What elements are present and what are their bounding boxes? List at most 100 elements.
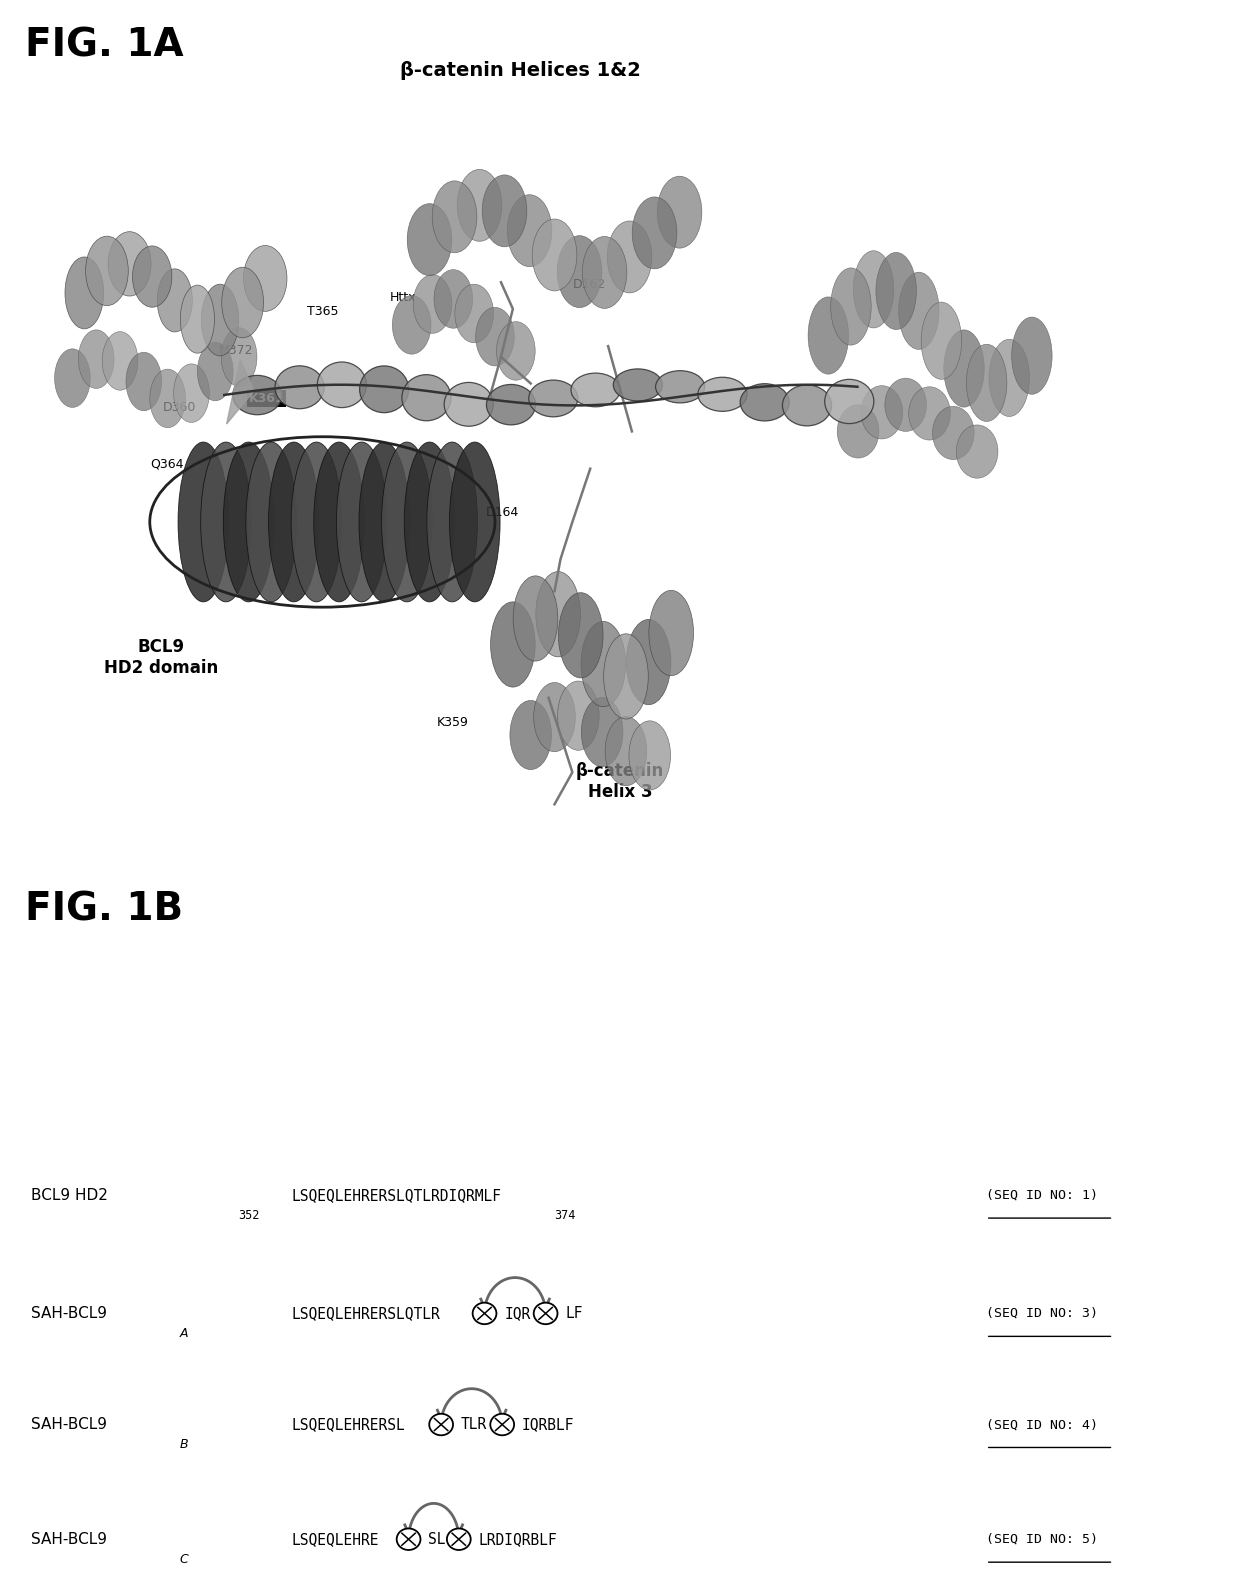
Ellipse shape: [317, 362, 367, 408]
Text: (SEQ ID NO: 5): (SEQ ID NO: 5): [986, 1532, 1097, 1545]
Ellipse shape: [360, 441, 409, 602]
Text: (SEQ ID NO: 3): (SEQ ID NO: 3): [986, 1306, 1097, 1321]
Text: D162: D162: [573, 279, 605, 292]
Ellipse shape: [853, 250, 894, 328]
Ellipse shape: [875, 252, 916, 330]
Ellipse shape: [533, 682, 575, 752]
Text: LSQEQLEHRE: LSQEQLEHRE: [291, 1532, 379, 1547]
Ellipse shape: [956, 425, 998, 478]
Ellipse shape: [446, 1529, 471, 1550]
Text: FIG. 1A: FIG. 1A: [25, 25, 184, 64]
Ellipse shape: [174, 363, 210, 422]
Ellipse shape: [899, 272, 939, 349]
Ellipse shape: [434, 269, 472, 328]
Ellipse shape: [990, 339, 1029, 416]
Text: D360: D360: [164, 401, 196, 414]
Ellipse shape: [221, 328, 257, 387]
Text: A: A: [180, 1327, 188, 1340]
Ellipse shape: [605, 717, 647, 785]
Ellipse shape: [472, 1303, 496, 1324]
Ellipse shape: [413, 274, 451, 333]
Ellipse shape: [966, 344, 1007, 422]
Ellipse shape: [528, 381, 578, 417]
Text: β-catenin Helices 1&2: β-catenin Helices 1&2: [401, 61, 641, 80]
Text: BCL9 HD2: BCL9 HD2: [31, 1188, 108, 1203]
Ellipse shape: [782, 386, 832, 425]
Ellipse shape: [491, 602, 536, 687]
Ellipse shape: [649, 591, 693, 675]
Text: 374: 374: [554, 1209, 575, 1222]
Ellipse shape: [1012, 317, 1052, 393]
Ellipse shape: [909, 387, 950, 440]
Text: Httx: Httx: [389, 292, 417, 304]
Ellipse shape: [533, 1303, 558, 1324]
Ellipse shape: [629, 720, 671, 790]
Ellipse shape: [632, 198, 677, 269]
Ellipse shape: [201, 284, 239, 355]
Ellipse shape: [740, 384, 790, 421]
Text: K359: K359: [436, 717, 469, 730]
Ellipse shape: [490, 1415, 515, 1435]
Ellipse shape: [382, 441, 433, 602]
Ellipse shape: [133, 245, 172, 307]
Ellipse shape: [656, 371, 704, 403]
Ellipse shape: [397, 1529, 420, 1550]
Text: LSQEQLEHRERSLQTLR: LSQEQLEHRERSLQTLR: [291, 1306, 440, 1321]
Text: Q364: Q364: [150, 457, 185, 472]
Ellipse shape: [78, 330, 114, 389]
Ellipse shape: [582, 621, 626, 707]
Ellipse shape: [126, 352, 161, 411]
Ellipse shape: [197, 342, 233, 401]
Ellipse shape: [698, 378, 746, 411]
Ellipse shape: [536, 572, 580, 656]
Ellipse shape: [825, 379, 874, 424]
Ellipse shape: [608, 221, 652, 293]
Text: BCL9
HD2 domain: BCL9 HD2 domain: [104, 637, 218, 677]
Ellipse shape: [614, 370, 662, 401]
Ellipse shape: [486, 384, 536, 425]
Ellipse shape: [433, 182, 477, 253]
Ellipse shape: [921, 303, 962, 379]
Ellipse shape: [582, 698, 622, 766]
Text: SAH-BCL9: SAH-BCL9: [31, 1306, 107, 1321]
Ellipse shape: [455, 284, 494, 342]
Ellipse shape: [831, 268, 872, 346]
Ellipse shape: [360, 366, 409, 413]
Ellipse shape: [444, 382, 494, 427]
Ellipse shape: [885, 378, 926, 432]
Ellipse shape: [336, 441, 387, 602]
Ellipse shape: [291, 441, 342, 602]
Text: SAH-BCL9: SAH-BCL9: [31, 1532, 107, 1547]
Ellipse shape: [314, 441, 365, 602]
Text: M372: M372: [218, 344, 253, 357]
Ellipse shape: [532, 218, 577, 292]
Ellipse shape: [157, 269, 192, 331]
Ellipse shape: [570, 373, 620, 406]
Ellipse shape: [626, 620, 671, 704]
Text: β-catenin
Helix 3: β-catenin Helix 3: [575, 761, 665, 801]
Text: SL: SL: [429, 1532, 446, 1547]
Ellipse shape: [269, 441, 319, 602]
Text: (SEQ ID NO: 4): (SEQ ID NO: 4): [986, 1418, 1097, 1431]
Ellipse shape: [180, 285, 215, 354]
Ellipse shape: [510, 701, 552, 769]
Text: B: B: [180, 1438, 188, 1451]
Ellipse shape: [657, 177, 702, 249]
Text: T365: T365: [306, 304, 339, 317]
Ellipse shape: [179, 441, 228, 602]
Ellipse shape: [402, 374, 451, 421]
Text: LSQEQLEHRERSLQTLRDIQRMLF: LSQEQLEHRERSLQTLRDIQRMLF: [291, 1188, 501, 1203]
Ellipse shape: [407, 204, 451, 276]
Ellipse shape: [604, 634, 649, 718]
Text: LRDIQRBLF: LRDIQRBLF: [479, 1532, 558, 1547]
Ellipse shape: [150, 370, 186, 427]
Ellipse shape: [507, 194, 552, 266]
Ellipse shape: [837, 405, 879, 459]
Ellipse shape: [558, 682, 599, 750]
Text: TLR: TLR: [461, 1418, 487, 1432]
Text: D164: D164: [486, 507, 518, 519]
Text: FIG. 1B: FIG. 1B: [25, 890, 184, 929]
Ellipse shape: [233, 376, 281, 414]
Ellipse shape: [558, 593, 603, 679]
Ellipse shape: [944, 330, 985, 408]
